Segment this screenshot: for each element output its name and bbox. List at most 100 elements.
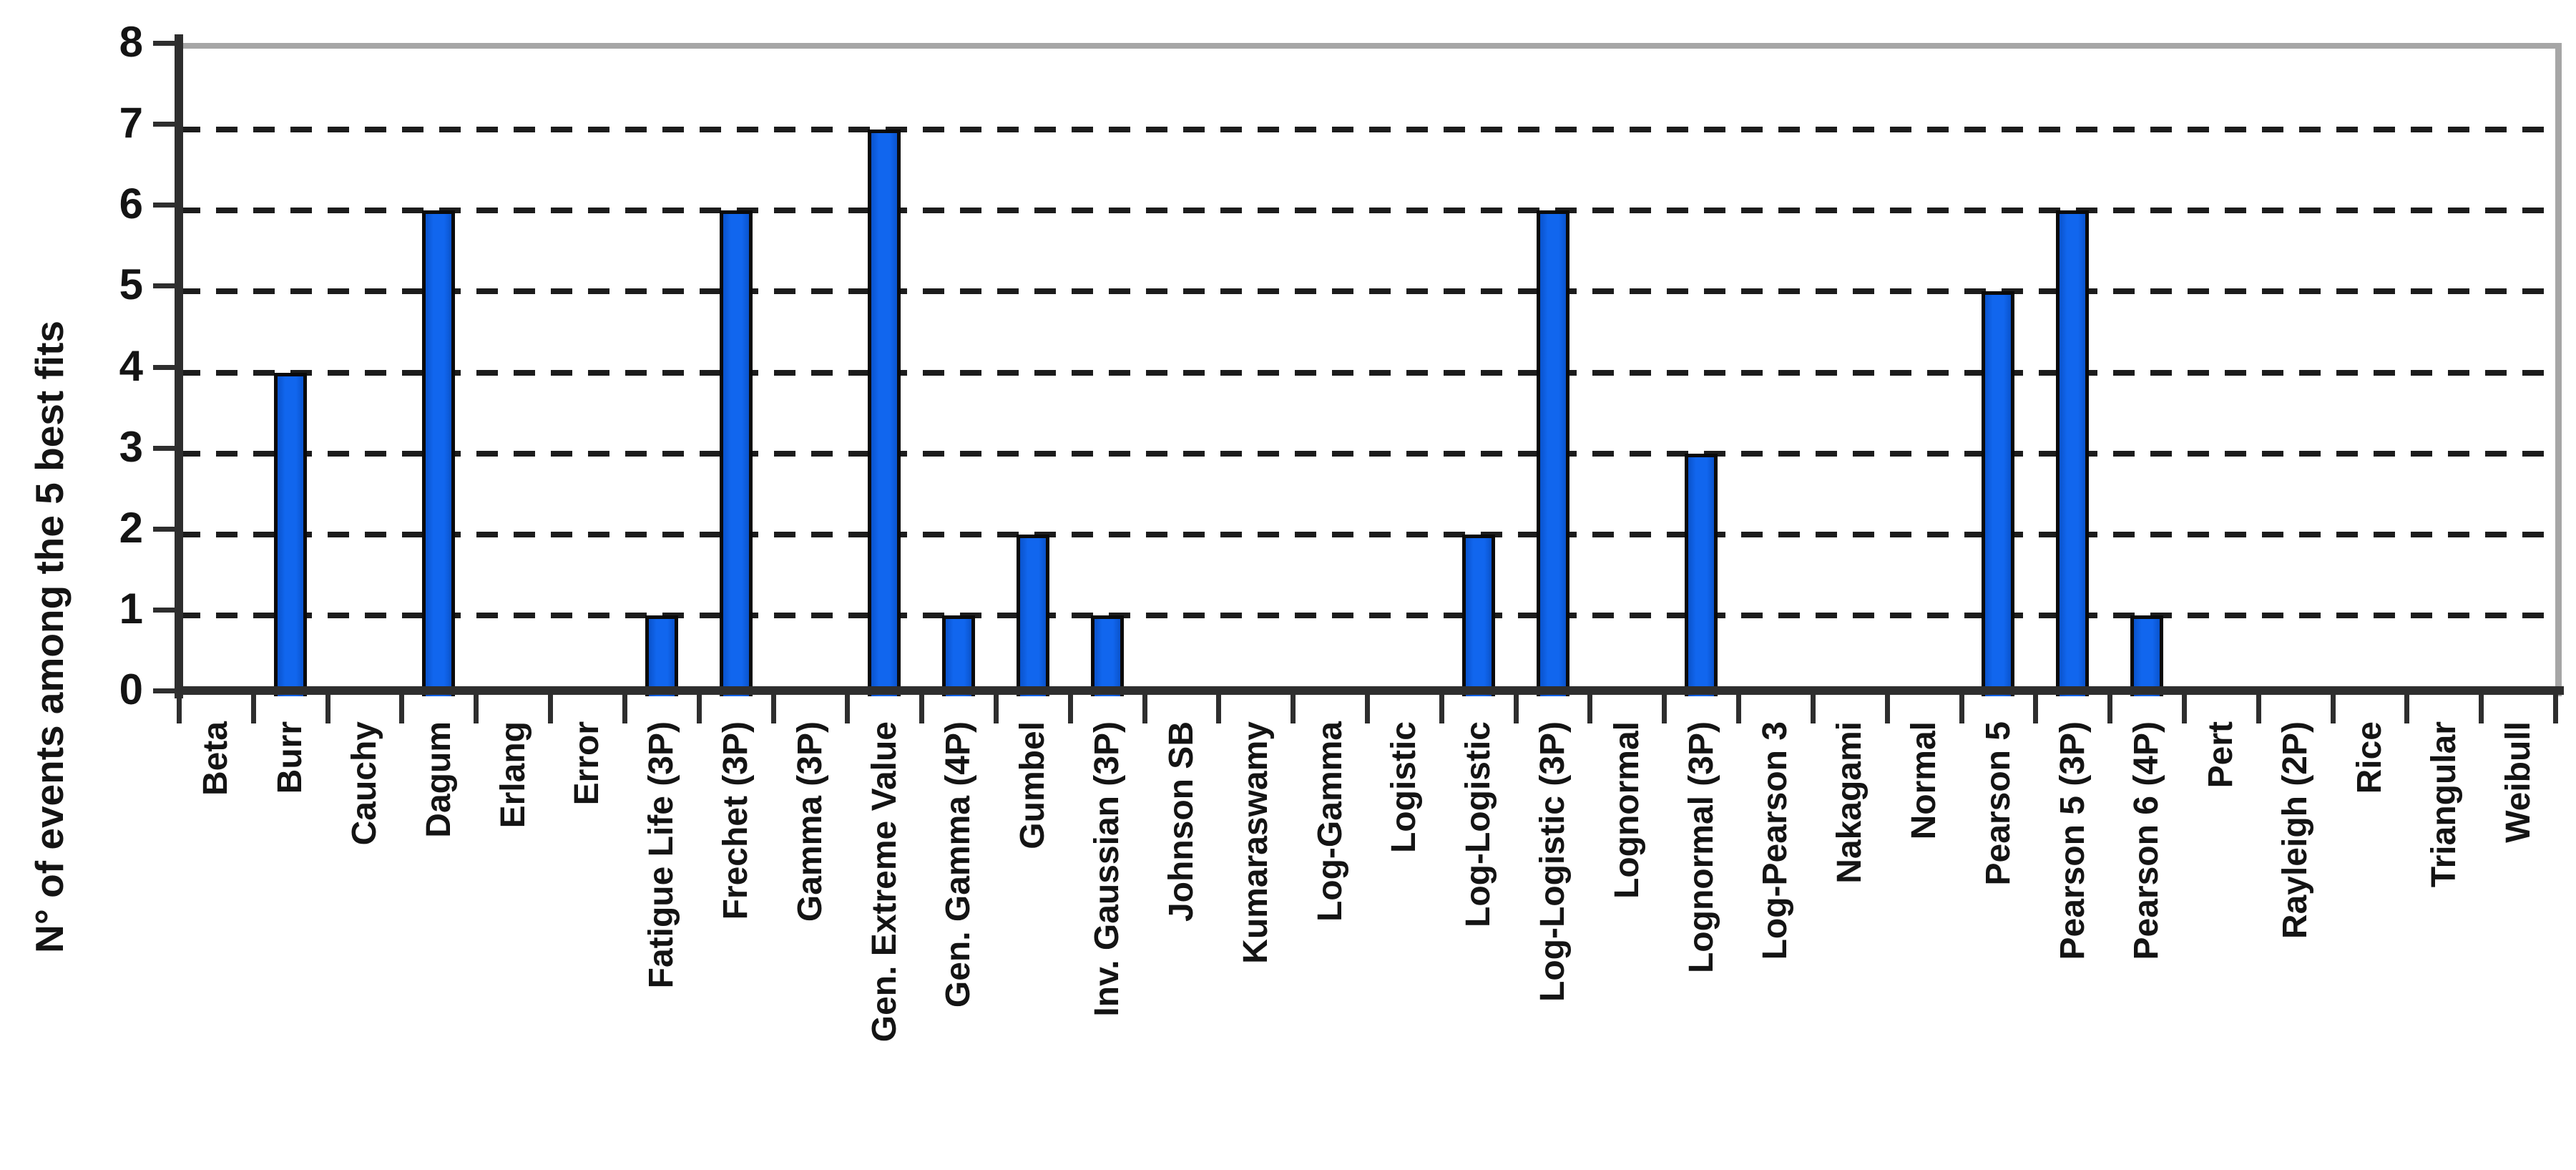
x-tick-21 bbox=[1736, 695, 1742, 723]
gridline-5 bbox=[179, 288, 2555, 295]
x-label-lognormal: Lognormal bbox=[1607, 721, 1646, 899]
x-label-cell-18: Log-Logistic (3P) bbox=[1516, 721, 1590, 1158]
gridline-4 bbox=[179, 369, 2555, 376]
x-label-cell-7: Frechet (3P) bbox=[699, 721, 773, 1158]
x-label-dagum: Dagum bbox=[419, 721, 458, 838]
x-tick-0 bbox=[177, 695, 182, 723]
x-tick-14 bbox=[1216, 695, 1222, 723]
bar-gen-gamma-4p- bbox=[942, 615, 976, 696]
y-tick-3 bbox=[153, 445, 175, 451]
x-label-cell-0: Beta bbox=[179, 721, 253, 1158]
x-label-cell-5: Error bbox=[550, 721, 625, 1158]
x-label-weibull: Weibull bbox=[2499, 721, 2537, 843]
y-tick-7 bbox=[153, 122, 175, 127]
x-label-cell-8: Gamma (3P) bbox=[773, 721, 848, 1158]
x-label-rice: Rice bbox=[2350, 721, 2389, 794]
x-label-cell-12: Inv. Gaussian (3P) bbox=[1070, 721, 1145, 1158]
x-tick-17 bbox=[1439, 695, 1444, 723]
x-label-pearson-5: Pearson 5 bbox=[1979, 721, 2017, 886]
gridline-7 bbox=[179, 127, 2555, 133]
x-tick-19 bbox=[1587, 695, 1593, 723]
x-label-frechet-3p-: Frechet (3P) bbox=[717, 721, 755, 920]
x-label-cell-30: Triangular bbox=[2406, 721, 2481, 1158]
y-tick-label-0: 0 bbox=[119, 666, 143, 713]
x-label-cell-10: Gen. Gamma (4P) bbox=[921, 721, 996, 1158]
x-tick-31 bbox=[2479, 695, 2484, 723]
bar-log-logistic bbox=[1461, 534, 1495, 696]
x-tick-24 bbox=[1959, 695, 1964, 723]
x-label-inv-gaussian-3p-: Inv. Gaussian (3P) bbox=[1088, 721, 1127, 1017]
y-tick-0 bbox=[153, 688, 175, 693]
bar-pearson-6-4p- bbox=[2130, 615, 2164, 696]
x-label-cell-28: Rayleigh (2P) bbox=[2258, 721, 2333, 1158]
x-label-cell-19: Lognormal bbox=[1590, 721, 1664, 1158]
x-label-cell-6: Fatigue Life (3P) bbox=[625, 721, 699, 1158]
x-tick-9 bbox=[845, 695, 851, 723]
bar-frechet-3p- bbox=[719, 210, 753, 696]
gridline-3 bbox=[179, 450, 2555, 457]
x-tick-2 bbox=[325, 695, 330, 723]
x-label-cell-22: Nakagami bbox=[1813, 721, 1887, 1158]
x-tick-30 bbox=[2404, 695, 2410, 723]
x-label-cell-2: Cauchy bbox=[328, 721, 402, 1158]
bar-fatigue-life-3p- bbox=[645, 615, 678, 696]
x-label-erlang: Erlang bbox=[494, 721, 532, 829]
x-label-cell-15: Log-Gamma bbox=[1293, 721, 1367, 1158]
x-label-johnson-sb: Johnson SB bbox=[1162, 721, 1200, 922]
x-tick-25 bbox=[2033, 695, 2039, 723]
x-label-log-pearson-3: Log-Pearson 3 bbox=[1756, 721, 1795, 960]
x-tick-7 bbox=[696, 695, 702, 723]
y-tick-5 bbox=[153, 283, 175, 289]
y-tick-1 bbox=[153, 607, 175, 613]
x-tick-5 bbox=[548, 695, 554, 723]
x-label-pearson-5-3p-: Pearson 5 (3P) bbox=[2053, 721, 2092, 960]
y-tick-6 bbox=[153, 203, 175, 208]
x-tick-12 bbox=[1067, 695, 1073, 723]
x-label-gumbel: Gumbel bbox=[1014, 721, 1052, 849]
x-tick-23 bbox=[1884, 695, 1890, 723]
x-label-burr: Burr bbox=[271, 721, 310, 794]
bar-burr bbox=[273, 372, 307, 696]
x-tick-18 bbox=[1513, 695, 1519, 723]
x-label-cell-24: Pearson 5 bbox=[1962, 721, 2036, 1158]
x-tick-1 bbox=[250, 695, 256, 723]
x-label-pert: Pert bbox=[2202, 721, 2240, 789]
x-tick-10 bbox=[919, 695, 925, 723]
x-tick-22 bbox=[1810, 695, 1816, 723]
x-tick-3 bbox=[399, 695, 405, 723]
x-label-triangular: Triangular bbox=[2424, 721, 2463, 888]
x-label-log-logistic-3p-: Log-Logistic (3P) bbox=[1533, 721, 1572, 1002]
x-tick-11 bbox=[993, 695, 999, 723]
x-tick-26 bbox=[2107, 695, 2113, 723]
y-tick-label-1: 1 bbox=[119, 584, 143, 633]
x-label-pearson-6-4p-: Pearson 6 (4P) bbox=[2127, 721, 2166, 960]
x-label-cell-26: Pearson 6 (4P) bbox=[2110, 721, 2184, 1158]
y-tick-2 bbox=[153, 526, 175, 532]
plot-area bbox=[179, 43, 2562, 696]
x-label-cell-14: Kumaraswamy bbox=[1218, 721, 1293, 1158]
x-label-nakagami: Nakagami bbox=[1831, 721, 1869, 884]
y-tick-8 bbox=[153, 41, 175, 46]
x-tick-13 bbox=[1142, 695, 1147, 723]
y-tick-label-4: 4 bbox=[119, 341, 143, 390]
x-label-gamma-3p-: Gamma (3P) bbox=[790, 721, 829, 922]
x-tick-4 bbox=[474, 695, 479, 723]
x-tick-8 bbox=[770, 695, 776, 723]
x-tick-28 bbox=[2256, 695, 2261, 723]
y-axis-line bbox=[175, 34, 183, 698]
x-label-error: Error bbox=[568, 721, 607, 806]
x-label-cell-1: Burr bbox=[253, 721, 328, 1158]
x-label-cell-31: Weibull bbox=[2481, 721, 2555, 1158]
x-tick-16 bbox=[1365, 695, 1370, 723]
y-tick-label-6: 6 bbox=[119, 180, 143, 228]
x-label-logistic: Logistic bbox=[1385, 721, 1424, 854]
bar-gumbel bbox=[1016, 534, 1049, 696]
bar-pearson-5 bbox=[1982, 291, 2015, 696]
x-tick-32 bbox=[2553, 695, 2558, 723]
x-label-cell-25: Pearson 5 (3P) bbox=[2035, 721, 2110, 1158]
x-tick-20 bbox=[1662, 695, 1667, 723]
x-label-gen-extreme-value: Gen. Extreme Value bbox=[865, 721, 903, 1043]
x-label-cell-20: Lognormal (3P) bbox=[1664, 721, 1738, 1158]
y-tick-label-7: 7 bbox=[119, 99, 143, 147]
x-label-cell-27: Pert bbox=[2184, 721, 2258, 1158]
